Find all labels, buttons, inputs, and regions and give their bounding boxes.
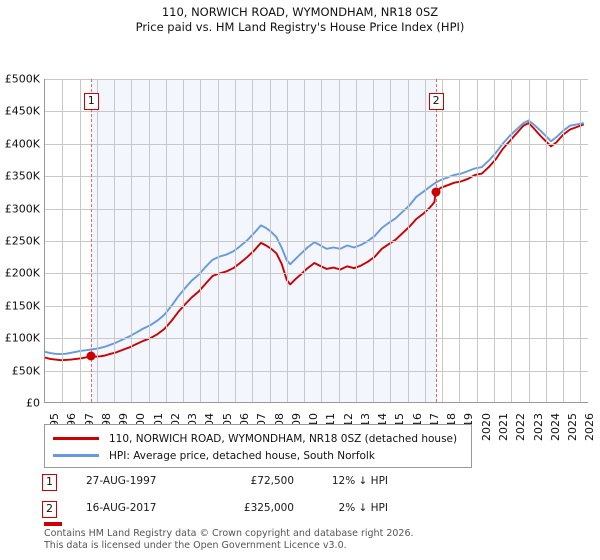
gridline-horizontal	[45, 338, 588, 340]
page-subtitle: Price paid vs. HM Land Registry's House …	[135, 20, 465, 34]
y-axis-tick-label: £200K	[4, 266, 40, 280]
gridline-vertical	[96, 79, 98, 402]
gridline-vertical	[476, 79, 478, 402]
x-axis-tick-label: 2023	[531, 413, 545, 441]
y-axis-tick-label: £350K	[4, 169, 40, 183]
chart-titles: 110, NORWICH ROAD, WYMONDHAM, NR18 0SZ P…	[0, 0, 600, 35]
y-axis-tick-label: £100K	[4, 331, 40, 345]
gridline-vertical	[234, 79, 236, 402]
gridline-horizontal	[45, 305, 588, 307]
y-axis-tick-label: £150K	[4, 299, 40, 313]
gridline-vertical	[424, 79, 426, 402]
y-axis-tick-label: £400K	[4, 137, 40, 151]
gridline-horizontal	[45, 241, 588, 242]
row-index-badge: 2	[42, 501, 57, 518]
x-axis-tick-label: 2024	[548, 413, 562, 441]
x-axis-tick-label: 2021	[497, 413, 511, 441]
gridline-vertical	[338, 79, 340, 402]
gridline-vertical	[580, 79, 582, 402]
x-axis-tick-label: 2020	[479, 413, 493, 441]
footer-line-2: This data is licensed under the Open Gov…	[44, 539, 347, 551]
legend-label-property: 110, NORWICH ROAD, WYMONDHAM, NR18 0SZ (…	[109, 432, 458, 445]
event-marker-badge[interactable]: 2	[428, 93, 444, 110]
legend-label-hpi: HPI: Average price, detached house, Sout…	[109, 449, 375, 462]
row-hpi-delta: 12% ↓ HPI	[331, 475, 388, 487]
gridline-vertical	[304, 79, 306, 402]
gridline-vertical	[165, 79, 167, 402]
row-index-badge: 1	[42, 474, 57, 491]
table-row: 2 16-AUG-2017 £325,000 2% ↓ HPI	[42, 501, 502, 528]
gridline-vertical	[217, 79, 219, 402]
gridline-horizontal	[45, 79, 588, 80]
ownership-span-shade	[90, 79, 436, 402]
gridline-vertical	[563, 79, 565, 402]
y-axis-tick-label: £300K	[4, 202, 40, 216]
gridline-vertical	[528, 79, 530, 402]
gridline-vertical	[286, 79, 288, 402]
legend-swatch-property	[53, 436, 99, 441]
row-date: 16-AUG-2017	[86, 502, 157, 514]
y-axis-tick-label: £50K	[11, 364, 40, 378]
footer-line-1: Contains HM Land Registry data © Crown c…	[44, 528, 414, 539]
y-axis-tick-label: £450K	[4, 104, 40, 118]
gridline-vertical	[269, 79, 271, 402]
gridline-vertical	[355, 79, 357, 402]
y-axis-tick-label: £500K	[4, 72, 40, 86]
gridline-vertical	[252, 79, 254, 402]
legend-swatch-hpi	[53, 454, 99, 457]
gridline-vertical	[459, 79, 461, 402]
gridline-vertical	[62, 79, 64, 402]
row-hpi-delta: 2% ↓ HPI	[338, 502, 388, 514]
gridline-vertical	[442, 79, 444, 402]
row-price: £72,500	[250, 475, 294, 487]
gridline-horizontal	[45, 208, 588, 210]
gridline-vertical	[321, 79, 323, 402]
gridline-vertical	[494, 79, 496, 402]
gridline-horizontal	[45, 143, 588, 145]
gridline-vertical	[79, 79, 81, 402]
gridline-horizontal	[45, 273, 588, 275]
x-axis-tick-label: 2025	[566, 413, 580, 441]
row-date: 27-AUG-1997	[86, 475, 157, 487]
gridline-horizontal	[45, 370, 588, 372]
legend-item: 110, NORWICH ROAD, WYMONDHAM, NR18 0SZ (…	[53, 430, 471, 447]
y-axis-tick-label: £0	[26, 396, 40, 410]
legend-item: HPI: Average price, detached house, Sout…	[53, 447, 471, 464]
footer-accent-bar	[44, 522, 62, 526]
gridline-vertical	[114, 79, 116, 402]
chart-container: £0 £50K £100K £150K £200K £250K £300K £350K £400…	[0, 35, 600, 445]
gridline-horizontal	[45, 111, 588, 113]
gridline-vertical	[183, 79, 185, 402]
transactions-table: 1 27-AUG-1997 £72,500 12% ↓ HPI 2 16-AUG…	[42, 474, 502, 528]
y-axis-tick-label: £250K	[4, 234, 40, 248]
table-row: 1 27-AUG-1997 £72,500 12% ↓ HPI	[42, 474, 502, 501]
gridline-horizontal	[45, 176, 588, 178]
page-title: 110, NORWICH ROAD, WYMONDHAM, NR18 0SZ	[161, 5, 439, 19]
gridline-vertical	[545, 79, 547, 402]
chart-legend: 110, NORWICH ROAD, WYMONDHAM, NR18 0SZ (…	[44, 424, 472, 468]
footer-attribution: Contains HM Land Registry data © Crown c…	[44, 528, 564, 551]
event-marker-dot[interactable]	[86, 351, 96, 361]
x-axis-tick-label: 2022	[514, 413, 528, 441]
gridline-vertical	[407, 79, 409, 402]
event-marker-badge[interactable]: 1	[83, 93, 99, 110]
gridline-vertical	[200, 79, 202, 402]
gridline-vertical	[373, 79, 375, 402]
y-axis-labels: £0 £50K £100K £150K £200K £250K £300K £350K £400…	[0, 73, 42, 410]
row-price: £325,000	[243, 502, 294, 514]
event-vertical-line	[435, 79, 437, 402]
gridline-vertical	[390, 79, 392, 402]
event-vertical-line	[90, 79, 92, 402]
series-line-hpi	[44, 119, 584, 356]
gridline-vertical	[131, 79, 133, 402]
x-axis-tick-label: 2026	[583, 413, 597, 441]
event-marker-dot[interactable]	[431, 187, 441, 197]
gridline-vertical	[148, 79, 150, 402]
gridline-vertical	[511, 79, 513, 402]
